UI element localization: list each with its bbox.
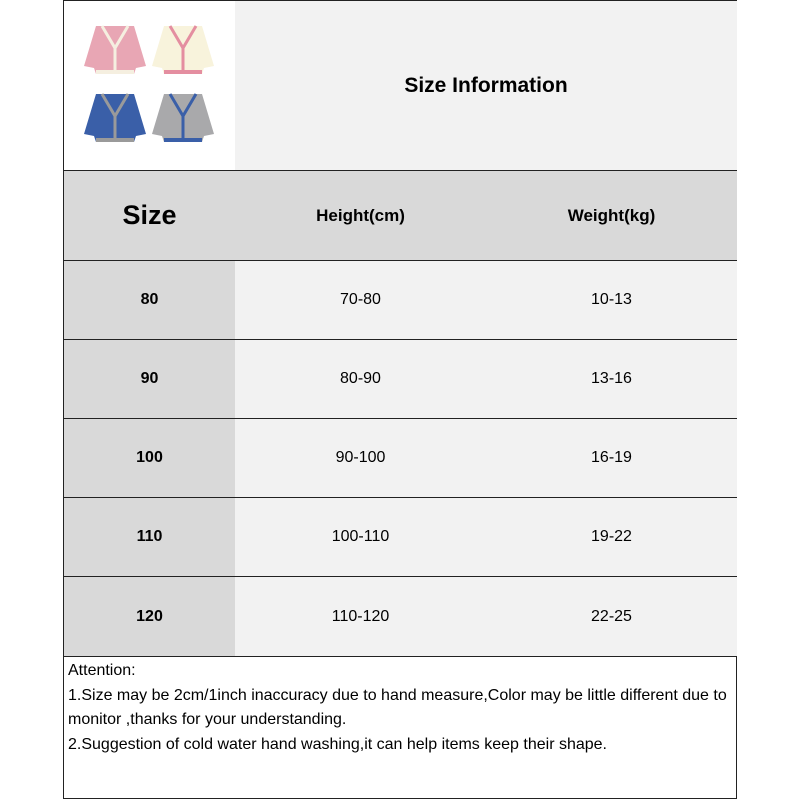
header-size: Size [64,171,236,261]
size-table: Size Information Size Height(cm) Weight(… [63,0,737,799]
size-cell: 80 [64,261,236,340]
weight-cell: 10-13 [486,261,737,340]
height-cell: 110-120 [235,577,487,657]
header-weight: Weight(kg) [486,171,737,261]
weight-cell: 13-16 [486,340,737,419]
cardigan-images [84,25,214,142]
height-cell: 70-80 [235,261,487,340]
size-cell: 90 [64,340,236,419]
cardigan-4 [152,93,214,142]
attention-notes: Attention: 1.Size may be 2cm/1inch inacc… [68,659,728,757]
height-cell: 100-110 [235,498,487,577]
size-cell: 110 [64,498,236,577]
weight-cell: 16-19 [486,419,737,498]
note-2: 2.Suggestion of cold water hand washing,… [68,735,607,753]
notes-heading: Attention: [68,662,136,679]
note-1: 1.Size may be 2cm/1inch inaccuracy due t… [68,686,727,729]
cardigan-3 [84,93,146,142]
cardigan-2 [152,25,214,74]
size-cell: 120 [64,577,236,657]
weight-cell: 22-25 [486,577,737,657]
table-title: Size Information [235,1,737,171]
product-image [64,1,236,171]
weight-cell: 19-22 [486,498,737,577]
cardigan-1 [84,25,146,74]
height-cell: 80-90 [235,340,487,419]
size-cell: 100 [64,419,236,498]
height-cell: 90-100 [235,419,487,498]
header-height: Height(cm) [235,171,487,261]
